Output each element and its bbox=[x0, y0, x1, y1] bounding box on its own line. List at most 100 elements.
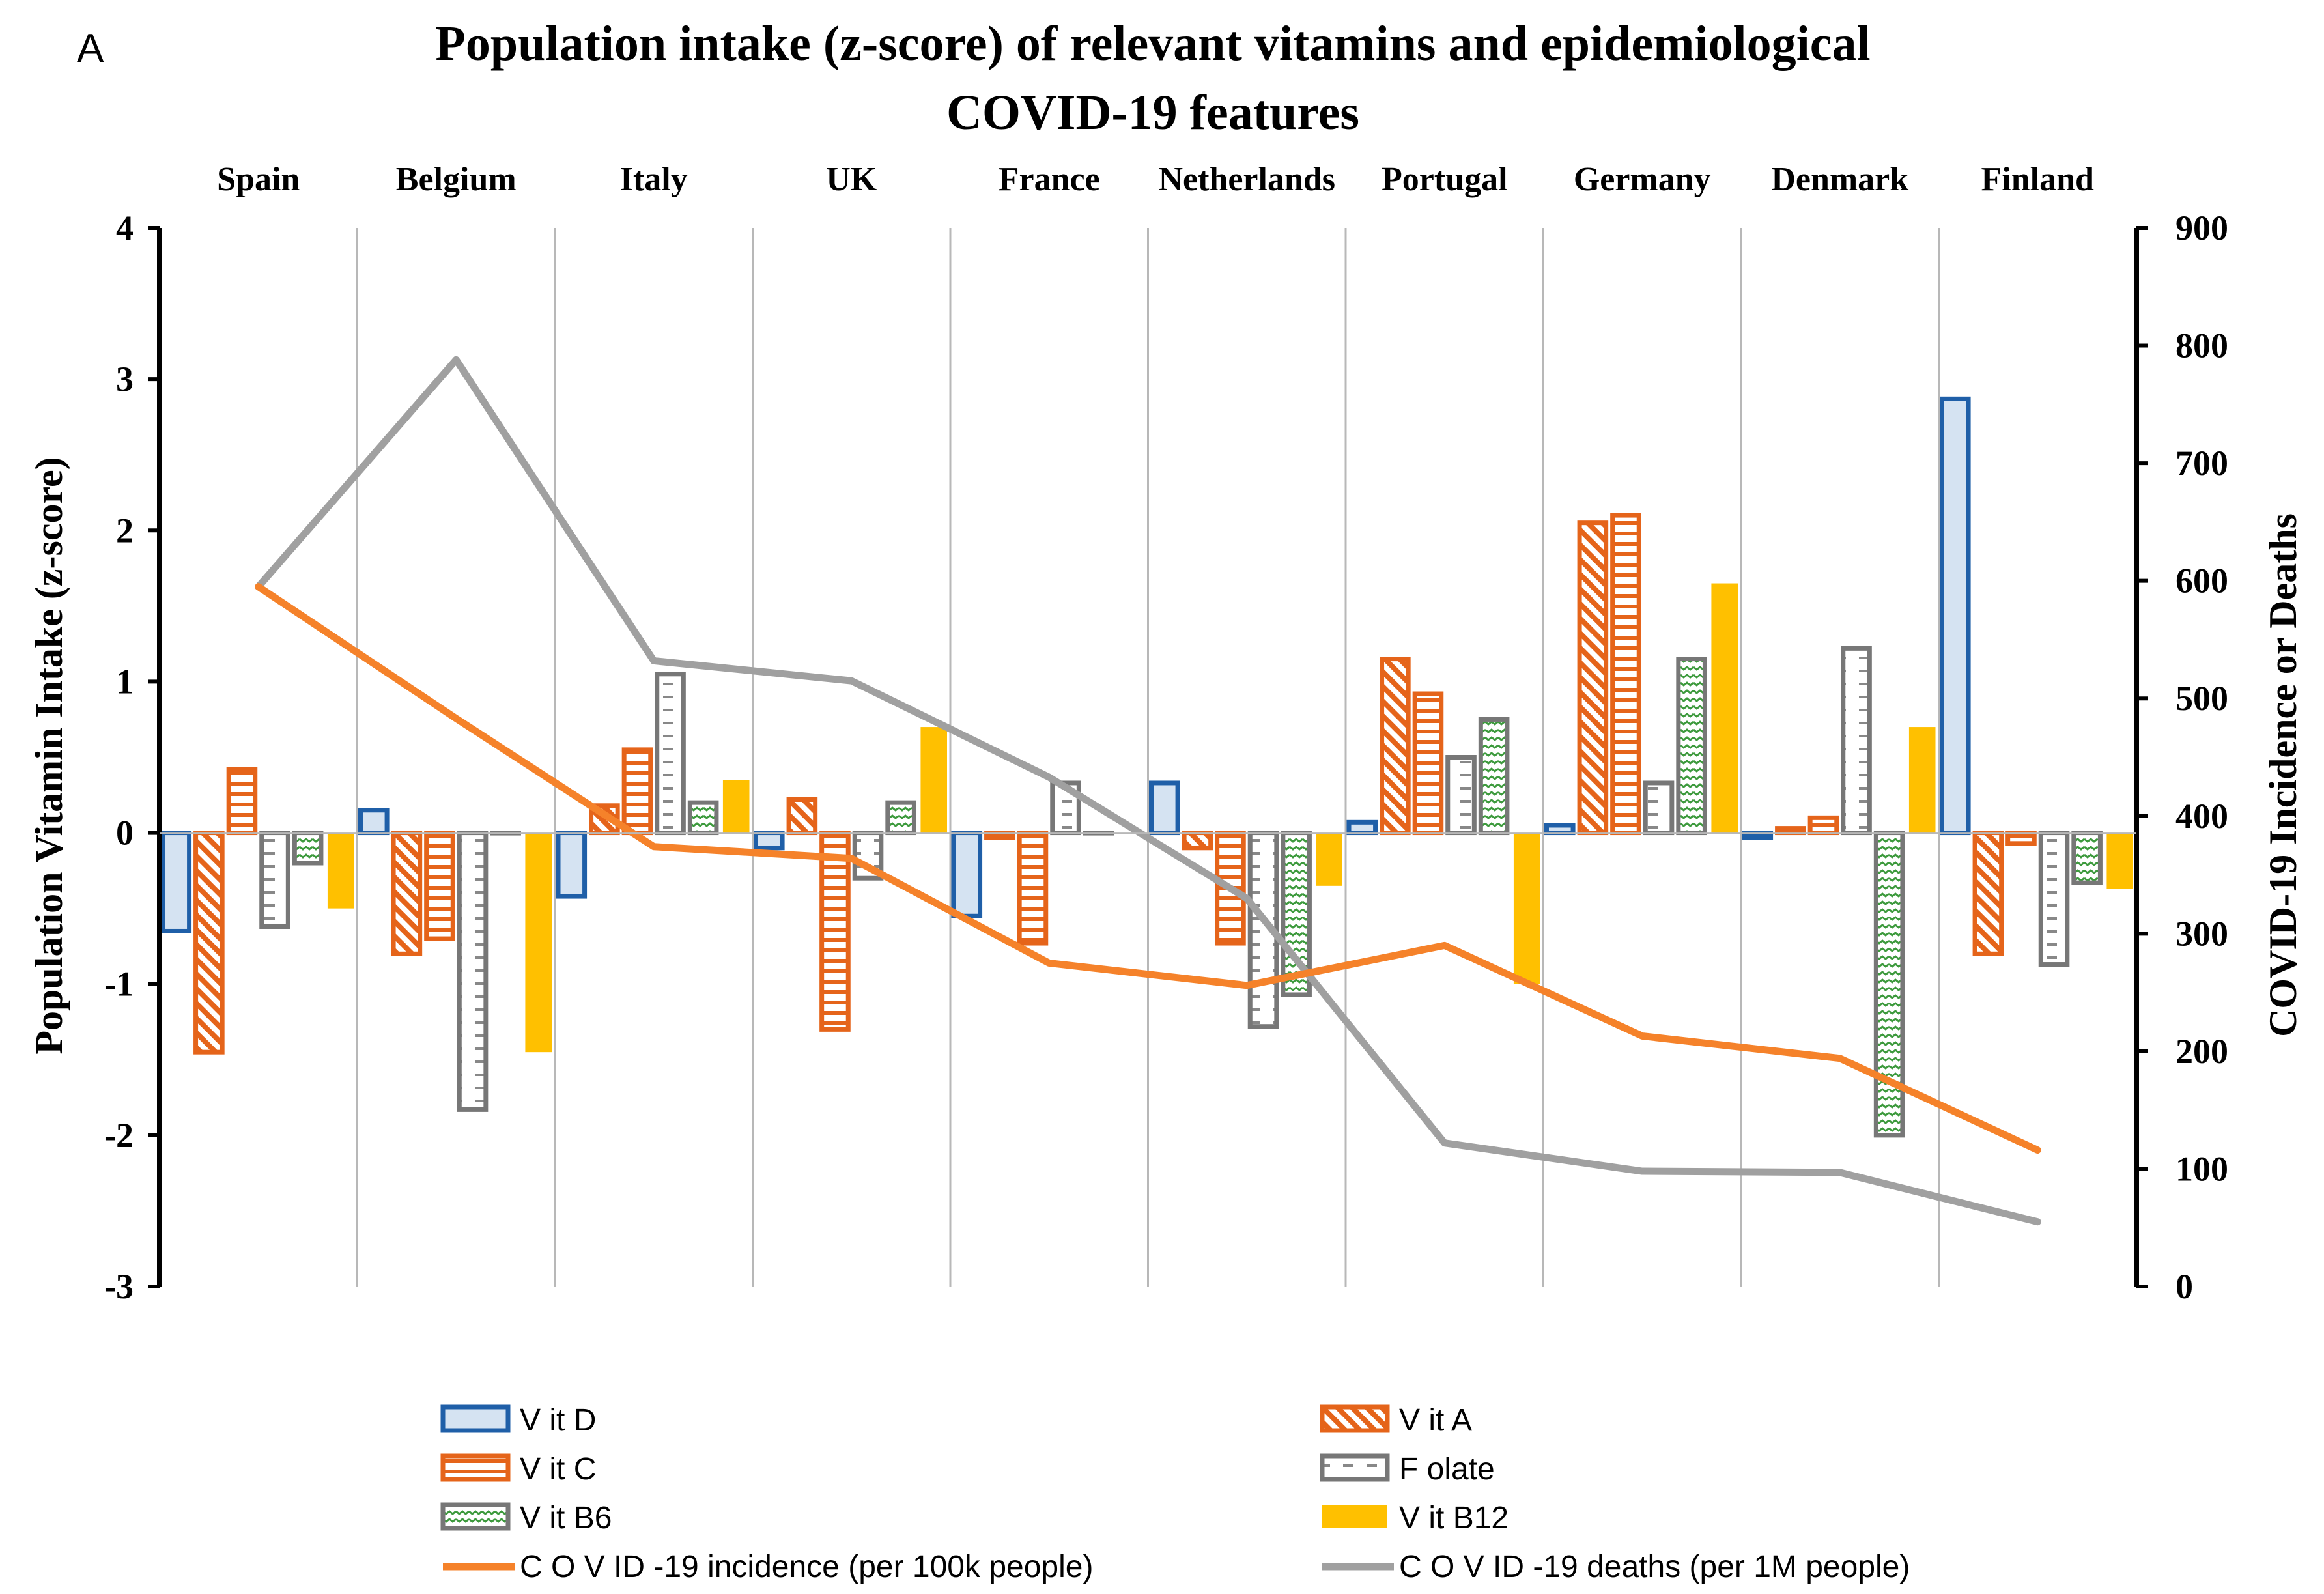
y-tick-label: 2 bbox=[116, 511, 134, 550]
y-tick-label: 4 bbox=[116, 208, 134, 248]
bar bbox=[2071, 831, 2103, 885]
category-label: Italy bbox=[620, 161, 688, 198]
bar bbox=[424, 831, 455, 941]
bar bbox=[2005, 831, 2037, 846]
bar bbox=[556, 831, 588, 899]
bar bbox=[1940, 396, 1971, 836]
category-label: Belgium bbox=[396, 161, 517, 198]
y-tick-label: 3 bbox=[116, 360, 134, 399]
y-axis-label: Population Vitamin Intake (z-score) bbox=[27, 457, 70, 1054]
bar bbox=[1908, 727, 1936, 833]
legend-swatch bbox=[1322, 1505, 1387, 1528]
y-tick-label: 0 bbox=[116, 814, 134, 853]
category-label: Portugal bbox=[1382, 161, 1508, 198]
legend-swatch bbox=[440, 1404, 511, 1433]
legend-label: V it B6 bbox=[520, 1501, 612, 1535]
category-label: Spain bbox=[217, 161, 300, 198]
y2-tick-label: 800 bbox=[2175, 326, 2228, 365]
legend-label: F olate bbox=[1399, 1452, 1495, 1487]
bar bbox=[193, 831, 225, 1055]
category-label: Netherlands bbox=[1158, 161, 1335, 198]
bar bbox=[655, 672, 686, 836]
category-label: Germany bbox=[1574, 161, 1711, 198]
y2-tick-label: 400 bbox=[2175, 797, 2228, 836]
bar bbox=[1017, 831, 1049, 946]
bar bbox=[1513, 833, 1540, 984]
legend-swatch bbox=[1320, 1404, 1390, 1433]
category-labels: Spain Belgium Italy UK France Netherlands Port… bbox=[217, 161, 2094, 198]
axes: -3 -2 -1 0 1 2 3 4 0 100 200 300 400 500 600 700 800 900 bbox=[104, 208, 2228, 1306]
bar bbox=[358, 808, 390, 836]
bar bbox=[754, 831, 785, 851]
bar bbox=[819, 831, 851, 1032]
bar bbox=[885, 800, 916, 836]
category-label: France bbox=[999, 161, 1100, 198]
bars bbox=[160, 396, 2133, 1138]
legend-label: C O V ID -19 deaths (per 1M people) bbox=[1399, 1550, 1910, 1584]
bar bbox=[2106, 833, 2133, 889]
legend-label: V it A bbox=[1399, 1403, 1472, 1438]
category-label: UK bbox=[826, 161, 877, 198]
bar bbox=[687, 800, 719, 836]
category-label: Finland bbox=[1981, 161, 2094, 198]
legend-swatch bbox=[440, 1502, 511, 1531]
bar bbox=[259, 831, 290, 929]
legend-label: C O V ID -19 incidence (per 100k people) bbox=[520, 1550, 1093, 1584]
bar bbox=[1807, 815, 1839, 836]
legend-label: V it C bbox=[520, 1452, 596, 1487]
bar bbox=[786, 797, 818, 836]
bar bbox=[327, 833, 354, 909]
bar bbox=[1149, 780, 1180, 836]
y2-axis-label: COVID-19 Incidence or Deaths bbox=[2261, 513, 2304, 1037]
bar bbox=[1346, 819, 1378, 836]
bar bbox=[1873, 831, 1905, 1138]
y-tick-label: -2 bbox=[104, 1116, 134, 1155]
bar bbox=[1676, 657, 1707, 836]
gridlines bbox=[356, 228, 1940, 1287]
bar bbox=[1544, 823, 1576, 836]
bar bbox=[457, 831, 489, 1112]
bar bbox=[391, 831, 423, 956]
bar bbox=[951, 831, 983, 918]
bar bbox=[722, 780, 750, 833]
bar bbox=[1316, 833, 1342, 886]
y2-tick-label: 700 bbox=[2175, 444, 2228, 483]
bar bbox=[292, 831, 324, 866]
bar bbox=[920, 727, 947, 833]
y-tick-label: -3 bbox=[104, 1267, 134, 1306]
y2-tick-label: 200 bbox=[2175, 1032, 2228, 1071]
chart-title-line2: COVID-19 features bbox=[946, 85, 1359, 140]
bar bbox=[1478, 717, 1510, 836]
bar bbox=[1610, 513, 1641, 836]
y2-tick-label: 500 bbox=[2175, 679, 2228, 718]
y2-tick-label: 0 bbox=[2175, 1267, 2193, 1306]
category-label: Denmark bbox=[1771, 161, 1908, 198]
y-tick-label: 1 bbox=[116, 662, 134, 701]
series-line bbox=[255, 583, 2041, 1154]
legend-swatch bbox=[440, 1453, 511, 1482]
legend-swatch bbox=[1320, 1453, 1390, 1482]
bar bbox=[226, 767, 258, 836]
legend-label: V it B12 bbox=[1399, 1501, 1509, 1535]
legend-label: V it D bbox=[520, 1403, 596, 1438]
series-line bbox=[255, 356, 2041, 1226]
y-tick-label: -1 bbox=[104, 965, 134, 1004]
bar bbox=[1972, 831, 2004, 956]
bar bbox=[1841, 646, 1872, 836]
y2-tick-label: 300 bbox=[2175, 914, 2228, 953]
bar bbox=[1445, 755, 1477, 836]
y2-tick-label: 600 bbox=[2175, 562, 2228, 601]
y2-tick-label: 100 bbox=[2175, 1149, 2228, 1188]
bar bbox=[1182, 831, 1213, 851]
bar bbox=[2038, 831, 2070, 967]
lines bbox=[255, 356, 2041, 1226]
bar bbox=[1643, 780, 1675, 836]
panel-label: A bbox=[77, 26, 104, 71]
y2-tick-label: 900 bbox=[2175, 208, 2228, 248]
bar bbox=[621, 747, 653, 836]
bar bbox=[1412, 691, 1444, 836]
chart-title-line1: Population intake (z-score) of relevant … bbox=[435, 16, 1870, 71]
legend: V it D V it A V it C F olate V it B6 V it B12… bbox=[440, 1403, 1910, 1584]
bar bbox=[160, 831, 192, 933]
bar bbox=[525, 833, 552, 1053]
